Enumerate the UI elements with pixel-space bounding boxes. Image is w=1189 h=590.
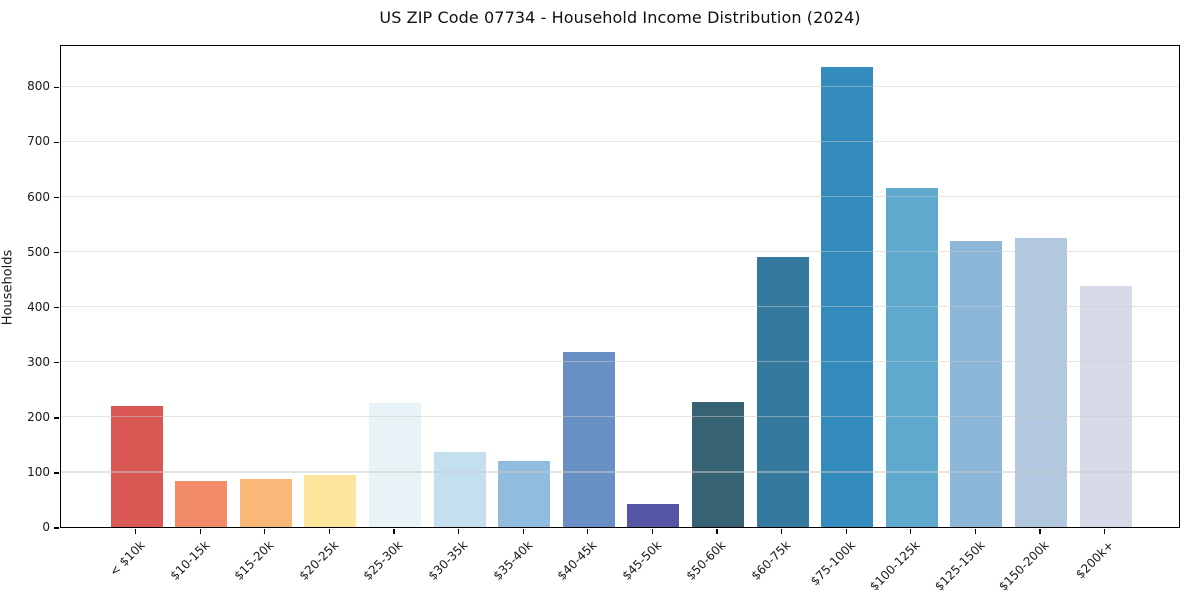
x-tick-label: < $10k <box>106 538 148 579</box>
x-tick-label: $35-40k <box>490 538 535 583</box>
x-tick-mark <box>264 529 266 534</box>
y-tick-mark <box>54 86 59 89</box>
bar-$25-30k <box>368 402 421 527</box>
y-tick-label: 200 <box>27 409 50 424</box>
x-tick-mark <box>910 529 912 534</box>
x-tick-mark <box>328 529 330 534</box>
y-tick-mark <box>54 527 59 529</box>
bar-$125-150k <box>950 240 1003 527</box>
x-tick-label: $45-50k <box>619 538 665 583</box>
x-tick-label: $150-200k <box>996 538 1052 590</box>
bar-$45-50k <box>627 503 680 527</box>
plot-area <box>60 45 1180 528</box>
bar-$15-20k <box>239 478 292 527</box>
y-tick-label: 300 <box>27 354 50 369</box>
gridline-y-700 <box>61 140 1179 143</box>
bar-$10-15k <box>175 481 228 527</box>
bar-$150-200k <box>1014 237 1067 527</box>
chart-title: US ZIP Code 07734 - Household Income Dis… <box>379 8 861 27</box>
x-tick-label: $50-60k <box>683 538 729 583</box>
x-tick-label: $125-150k <box>931 538 988 590</box>
gridline-y-300 <box>61 361 1179 363</box>
x-tick-mark <box>716 529 718 534</box>
x-tick-label: $30-35k <box>425 538 471 583</box>
bar-$75-100k <box>821 67 874 527</box>
bar-$35-40k <box>498 460 551 527</box>
x-tick-label: $100-125k <box>866 538 923 590</box>
y-tick-label: 400 <box>27 299 50 314</box>
x-tick-label: $20-25k <box>296 538 342 583</box>
gridline-y-400 <box>61 306 1179 308</box>
bar-$40-45k <box>562 351 615 527</box>
gridline-y-600 <box>61 195 1179 198</box>
y-tick-mark <box>54 196 59 199</box>
bar-$100-125k <box>885 188 938 527</box>
y-tick-label: 500 <box>27 244 50 259</box>
x-tick-mark <box>974 529 976 534</box>
bar-$200k+ <box>1079 285 1132 527</box>
x-tick-label: $25-30k <box>360 538 406 583</box>
y-tick-label: 0 <box>42 520 50 534</box>
x-tick-label: $200k+ <box>1072 538 1117 582</box>
x-tick-mark <box>393 529 395 534</box>
bar-$50-60k <box>691 401 744 527</box>
y-tick-label: 700 <box>27 134 50 149</box>
x-tick-label: $40-45k <box>554 538 600 583</box>
gridline-y-500 <box>61 251 1179 253</box>
x-tick-label: $10-15k <box>167 538 212 583</box>
x-tick-mark <box>845 529 847 534</box>
x-tick-mark <box>651 529 653 534</box>
bar-< $10k <box>110 405 163 527</box>
x-tick-label: $60-75k <box>748 538 794 583</box>
y-tick-mark <box>54 307 59 309</box>
x-tick-mark <box>522 529 524 534</box>
y-tick-label: 100 <box>27 464 50 479</box>
gridline-y-200 <box>61 416 1179 418</box>
y-tick-mark <box>54 252 59 254</box>
gridline-y-800 <box>61 85 1179 88</box>
y-tick-label: 800 <box>27 79 50 94</box>
y-tick-mark <box>54 362 59 364</box>
bar-$30-35k <box>433 452 486 527</box>
x-tick-label: $15-20k <box>231 538 277 583</box>
gridline-y-100 <box>61 471 1179 473</box>
x-tick-mark <box>134 529 137 534</box>
bar-$20-25k <box>304 475 357 527</box>
x-tick-mark <box>1103 529 1106 534</box>
x-tick-mark <box>780 529 783 534</box>
y-tick-mark <box>54 141 59 144</box>
y-tick-mark <box>54 472 59 474</box>
y-tick-label: 600 <box>27 189 50 204</box>
x-tick-mark <box>587 529 589 534</box>
x-tick-mark <box>457 529 460 534</box>
x-tick-mark <box>1039 529 1041 534</box>
x-tick-label: $75-100k <box>807 538 858 589</box>
y-tick-mark <box>54 417 59 419</box>
x-tick-mark <box>199 529 201 534</box>
bar-$60-75k <box>756 257 809 527</box>
